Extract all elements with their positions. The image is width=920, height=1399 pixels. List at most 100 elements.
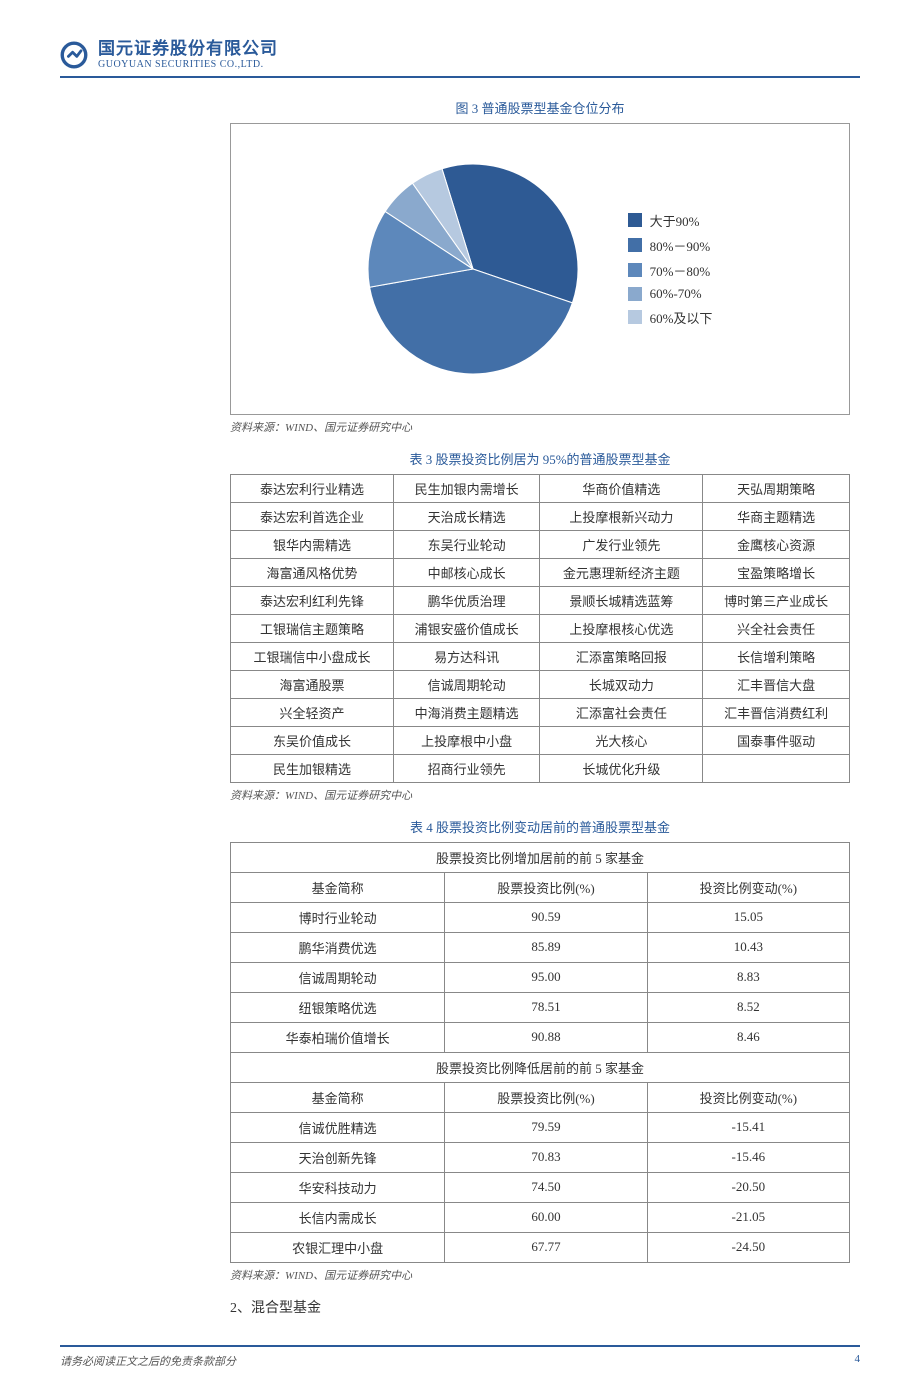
- table-cell: 10.43: [647, 932, 849, 962]
- table-cell: 东吴价值成长: [231, 726, 394, 754]
- table-cell: 长信内需成长: [231, 1202, 445, 1232]
- table-cell: [703, 754, 850, 782]
- table-cell: 泰达宏利红利先锋: [231, 586, 394, 614]
- table-cell: 泰达宏利行业精选: [231, 474, 394, 502]
- table-cell: 华安科技动力: [231, 1172, 445, 1202]
- legend-item: 70%－80%: [628, 261, 713, 280]
- table-cell: 信诚周期轮动: [231, 962, 445, 992]
- table-cell: 天弘周期策略: [703, 474, 850, 502]
- table-cell: 信诚周期轮动: [393, 670, 540, 698]
- table4: 股票投资比例增加居前的前 5 家基金基金简称股票投资比例(%)投资比例变动(%)…: [230, 842, 850, 1263]
- footer-disclaimer: 请务必阅读正文之后的免责条款部分: [60, 1353, 236, 1369]
- table-cell: 15.05: [647, 902, 849, 932]
- table3-source: 资料来源：WIND、国元证券研究中心: [230, 787, 850, 803]
- chart-source: 资料来源：WIND、国元证券研究中心: [230, 419, 850, 435]
- table-cell: 金元惠理新经济主题: [540, 558, 703, 586]
- table-cell: 银华内需精选: [231, 530, 394, 558]
- table-cell: 海富通股票: [231, 670, 394, 698]
- table4-source: 资料来源：WIND、国元证券研究中心: [230, 1267, 850, 1283]
- table-cell: 股票投资比例(%): [445, 1082, 647, 1112]
- legend-label: 80%－90%: [650, 236, 711, 255]
- legend-item: 60%-70%: [628, 286, 713, 302]
- table-cell: 宝盈策略增长: [703, 558, 850, 586]
- table-cell: 95.00: [445, 962, 647, 992]
- table-cell: 博时第三产业成长: [703, 586, 850, 614]
- table-cell: 上投摩根中小盘: [393, 726, 540, 754]
- pie-chart: 大于90% 80%－90% 70%－80% 60%-70% 60%及以下: [230, 123, 850, 415]
- section-2-heading: 2、混合型基金: [230, 1297, 850, 1317]
- table-cell: 8.52: [647, 992, 849, 1022]
- table-cell: 农银汇理中小盘: [231, 1232, 445, 1262]
- table-cell: 90.59: [445, 902, 647, 932]
- page-number: 4: [855, 1353, 861, 1369]
- table-cell: -24.50: [647, 1232, 849, 1262]
- table-cell: -20.50: [647, 1172, 849, 1202]
- table-cell: 汇丰晋信大盘: [703, 670, 850, 698]
- table-cell: 汇丰晋信消费红利: [703, 698, 850, 726]
- table-cell: 90.88: [445, 1022, 647, 1052]
- table-cell: 光大核心: [540, 726, 703, 754]
- table-cell: 民生加银精选: [231, 754, 394, 782]
- table3-title: 表 3 股票投资比例居为 95%的普通股票型基金: [230, 449, 850, 468]
- table-cell: 基金简称: [231, 872, 445, 902]
- company-name-cn: 国元证券股份有限公司: [98, 40, 278, 59]
- legend-item: 大于90%: [628, 211, 713, 230]
- table-cell: 招商行业领先: [393, 754, 540, 782]
- legend-swatch: [628, 287, 642, 301]
- table-cell: 兴全社会责任: [703, 614, 850, 642]
- table-cell: 东吴行业轮动: [393, 530, 540, 558]
- table-cell: 信诚优胜精选: [231, 1112, 445, 1142]
- table-cell: 60.00: [445, 1202, 647, 1232]
- table-cell: 投资比例变动(%): [647, 1082, 849, 1112]
- table-cell: 天治成长精选: [393, 502, 540, 530]
- table-cell: 金鹰核心资源: [703, 530, 850, 558]
- chart-legend: 大于90% 80%－90% 70%－80% 60%-70% 60%及以下: [628, 205, 713, 333]
- table4-title: 表 4 股票投资比例变动居前的普通股票型基金: [230, 817, 850, 836]
- table-section-header: 股票投资比例增加居前的前 5 家基金: [231, 842, 850, 872]
- legend-swatch: [628, 238, 642, 252]
- chart-title: 图 3 普通股票型基金仓位分布: [230, 98, 850, 117]
- table-cell: 兴全轻资产: [231, 698, 394, 726]
- table-cell: 上投摩根核心优选: [540, 614, 703, 642]
- legend-swatch: [628, 263, 642, 277]
- table-cell: 鹏华优质治理: [393, 586, 540, 614]
- table-cell: -21.05: [647, 1202, 849, 1232]
- table-cell: 上投摩根新兴动力: [540, 502, 703, 530]
- table-cell: 汇添富社会责任: [540, 698, 703, 726]
- table-cell: 天治创新先锋: [231, 1142, 445, 1172]
- table-cell: 华商主题精选: [703, 502, 850, 530]
- legend-swatch: [628, 310, 642, 324]
- table-cell: 85.89: [445, 932, 647, 962]
- table3: 泰达宏利行业精选民生加银内需增长华商价值精选天弘周期策略泰达宏利首选企业天治成长…: [230, 474, 850, 783]
- company-name-en: GUOYUAN SECURITIES CO.,LTD.: [98, 59, 278, 70]
- table-cell: 中邮核心成长: [393, 558, 540, 586]
- legend-label: 70%－80%: [650, 261, 711, 280]
- table-cell: 景顺长城精选蓝筹: [540, 586, 703, 614]
- legend-item: 60%及以下: [628, 308, 713, 327]
- legend-swatch: [628, 213, 642, 227]
- table-cell: 民生加银内需增长: [393, 474, 540, 502]
- table-cell: 华泰柏瑞价值增长: [231, 1022, 445, 1052]
- table-cell: 股票投资比例(%): [445, 872, 647, 902]
- table-cell: 鹏华消费优选: [231, 932, 445, 962]
- table-cell: 工银瑞信主题策略: [231, 614, 394, 642]
- pie-svg: [368, 164, 578, 374]
- company-logo-icon: [60, 41, 88, 69]
- table-cell: 长信增利策略: [703, 642, 850, 670]
- table-cell: 浦银安盛价值成长: [393, 614, 540, 642]
- legend-item: 80%－90%: [628, 236, 713, 255]
- table-cell: 70.83: [445, 1142, 647, 1172]
- table-cell: 投资比例变动(%): [647, 872, 849, 902]
- table-cell: 基金简称: [231, 1082, 445, 1112]
- table-cell: 泰达宏利首选企业: [231, 502, 394, 530]
- table-cell: 79.59: [445, 1112, 647, 1142]
- table-cell: -15.41: [647, 1112, 849, 1142]
- table-cell: 长城优化升级: [540, 754, 703, 782]
- table-section-header: 股票投资比例降低居前的前 5 家基金: [231, 1052, 850, 1082]
- table-cell: 华商价值精选: [540, 474, 703, 502]
- table-cell: 博时行业轮动: [231, 902, 445, 932]
- page-header: 国元证券股份有限公司 GUOYUAN SECURITIES CO.,LTD.: [60, 40, 860, 78]
- table-cell: 工银瑞信中小盘成长: [231, 642, 394, 670]
- table-cell: 长城双动力: [540, 670, 703, 698]
- table-cell: -15.46: [647, 1142, 849, 1172]
